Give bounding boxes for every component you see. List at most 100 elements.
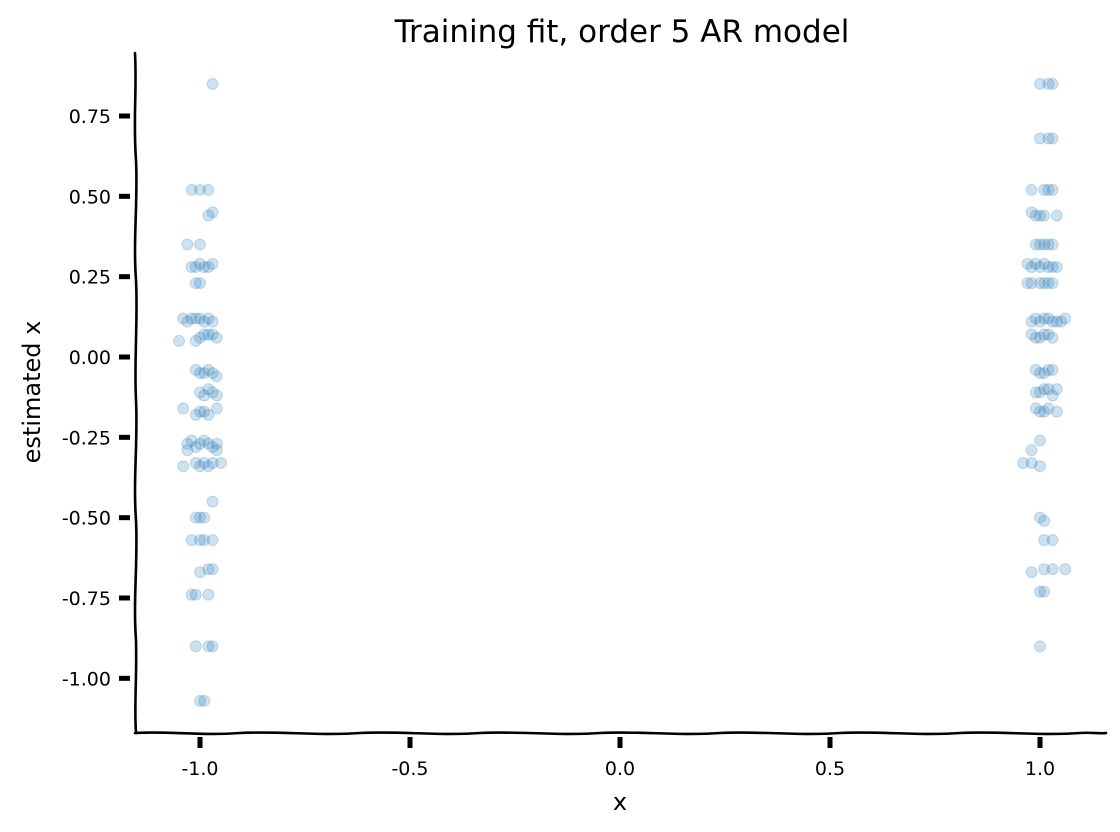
scatter-point	[189, 363, 202, 376]
scatter-point	[194, 437, 206, 450]
scatter-point	[1050, 261, 1063, 274]
scatter-point	[189, 334, 202, 347]
scatter-point	[1025, 261, 1038, 274]
scatter-point	[198, 534, 211, 547]
scatter-points	[173, 77, 1072, 707]
scatter-point	[1025, 206, 1038, 219]
scatter-point	[1029, 402, 1042, 415]
x-axis-label: x	[613, 788, 627, 816]
scatter-point	[1042, 238, 1055, 251]
scatter-point	[1025, 277, 1038, 290]
scatter-point	[1050, 383, 1063, 396]
scatter-point	[1038, 183, 1051, 196]
scatter-point	[206, 563, 219, 576]
scatter-point	[1050, 315, 1063, 328]
scatter-point	[206, 534, 219, 547]
scatter-point	[181, 238, 194, 251]
scatter-point	[1034, 585, 1046, 598]
scatter-point	[1029, 209, 1042, 222]
scatter-point	[194, 367, 206, 380]
scatter-point	[1055, 315, 1067, 328]
scatter-point	[202, 312, 215, 325]
scatter-point	[189, 261, 202, 274]
scatter-point	[1042, 383, 1055, 396]
scatter-point	[189, 457, 202, 470]
scatter-point	[1042, 132, 1055, 145]
scatter-point	[1034, 209, 1046, 222]
scatter-point	[1046, 183, 1059, 196]
scatter-point	[1025, 328, 1038, 341]
scatter-point	[194, 534, 206, 547]
scatter-point	[1046, 132, 1059, 145]
scatter-point	[1038, 209, 1051, 222]
scatter-point	[189, 640, 202, 653]
scatter-point	[1038, 328, 1051, 341]
scatter-point	[1046, 238, 1059, 251]
scatter-point	[198, 328, 211, 341]
scatter-point	[206, 77, 219, 90]
scatter-point	[202, 640, 215, 653]
scatter-point	[206, 367, 219, 380]
scatter-point	[1046, 277, 1059, 290]
scatter-point	[1042, 402, 1055, 415]
scatter-point	[206, 440, 219, 453]
scatter-point	[1038, 383, 1051, 396]
scatter-point	[202, 261, 215, 274]
scatter-point	[194, 277, 206, 290]
scatter-point	[185, 183, 198, 196]
scatter-point	[1034, 434, 1046, 447]
scatter-point	[198, 434, 211, 447]
scatter-point	[1034, 386, 1046, 399]
scatter-point	[1034, 511, 1046, 524]
scatter-point	[210, 402, 223, 415]
y-tick-label: -0.50	[62, 508, 111, 530]
scatter-point	[177, 402, 190, 415]
scatter-point	[202, 183, 215, 196]
scatter-point	[1042, 328, 1055, 341]
scatter-point	[206, 495, 219, 508]
scatter-point	[198, 457, 211, 470]
scatter-point	[1038, 585, 1051, 598]
scatter-point	[206, 315, 219, 328]
scatter-point	[1034, 261, 1046, 274]
scatter-point	[1042, 183, 1055, 196]
scatter-point	[1029, 238, 1042, 251]
scatter-point	[1034, 640, 1046, 653]
scatter-point	[1034, 132, 1046, 145]
y-axis-label: estimated x	[18, 321, 46, 464]
scatter-point	[194, 238, 206, 251]
scatter-point	[194, 694, 206, 707]
scatter-point	[194, 460, 206, 473]
scatter-point	[1025, 183, 1038, 196]
scatter-point	[1034, 405, 1046, 418]
scatter-point	[1025, 457, 1038, 470]
scatter-point	[1042, 77, 1055, 90]
scatter-point	[181, 437, 194, 450]
y-tick-label: 0.75	[69, 106, 111, 128]
scatter-point	[1034, 277, 1046, 290]
scatter-point	[1021, 277, 1034, 290]
y-axis-line	[133, 51, 138, 735]
y-tick-label: 0.25	[69, 267, 111, 289]
scatter-point	[194, 331, 206, 344]
scatter-point	[210, 389, 223, 402]
x-axis-ticks: -1.0 -0.5 0.0 0.5 1.0	[181, 737, 1055, 780]
scatter-point	[194, 257, 206, 270]
scatter-point	[194, 566, 206, 579]
scatter-point	[194, 312, 206, 325]
scatter-point	[210, 331, 223, 344]
x-tick-label: -0.5	[391, 758, 428, 780]
scatter-point	[202, 588, 215, 601]
scatter-point	[202, 460, 215, 473]
scatter-point	[1025, 566, 1038, 579]
scatter-point	[210, 444, 223, 457]
scatter-point	[1046, 534, 1059, 547]
scatter-point	[1029, 257, 1042, 270]
scatter-point	[194, 405, 206, 418]
scatter-point	[1038, 514, 1051, 527]
scatter-point	[198, 405, 211, 418]
chart-title: Training fit, order 5 AR model	[394, 14, 850, 50]
scatter-point	[1038, 257, 1051, 270]
scatter-point	[198, 367, 211, 380]
scatter-point	[1046, 363, 1059, 376]
